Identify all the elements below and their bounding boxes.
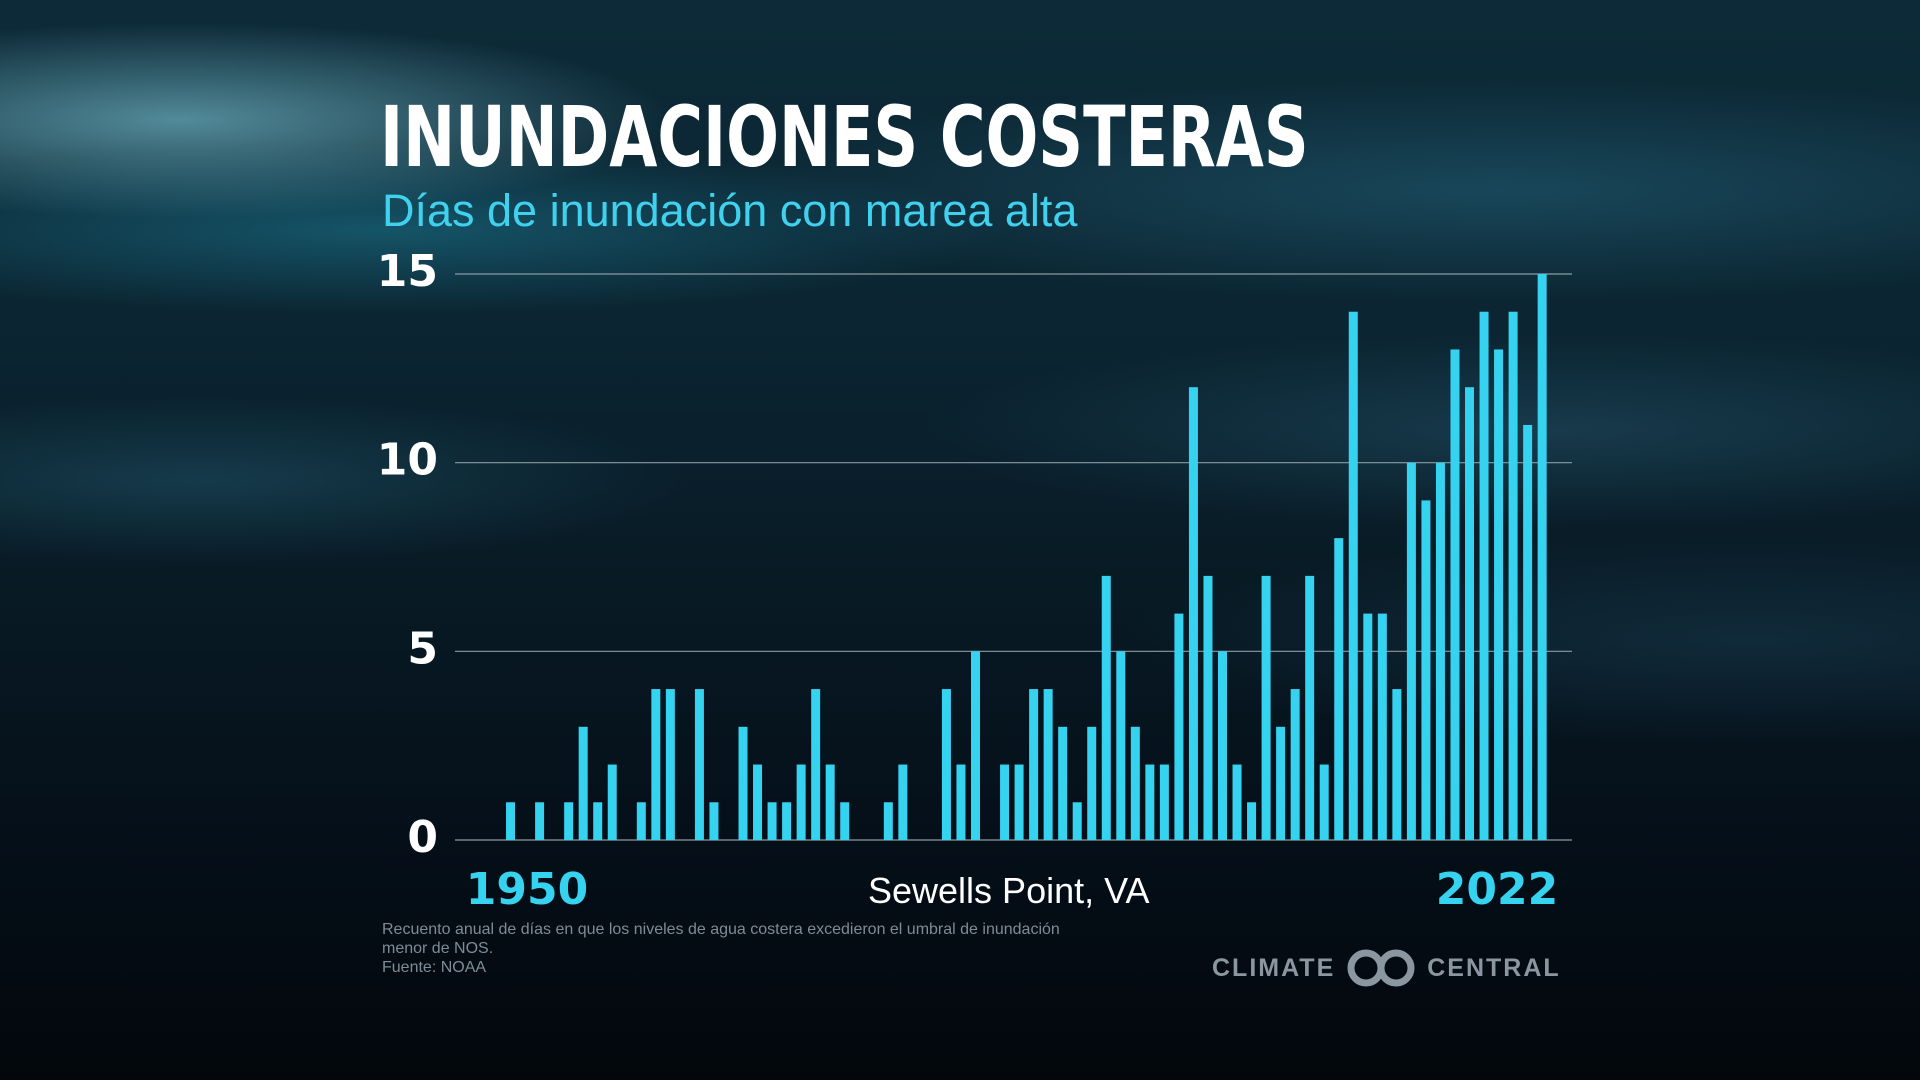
y-tick-label: 10 [377,435,438,486]
bars [506,274,1547,840]
bar-1962 [665,689,675,840]
bar-1995 [1145,764,1155,840]
bar-2012 [1392,689,1402,840]
bar-1972 [811,689,821,840]
bar-2016 [1450,349,1460,840]
bar-2021 [1523,424,1533,840]
bar-2000 [1218,651,1227,840]
bar-2014 [1421,500,1431,840]
bar-2006 [1305,575,1315,840]
bar-1993 [1116,651,1126,840]
bar-1996 [1159,764,1169,840]
bar-1957 [593,802,603,840]
bar-2011 [1377,613,1387,840]
bar-1999 [1203,575,1213,840]
bar-2015 [1435,462,1445,840]
y-tick-label: 5 [407,623,438,674]
footnote-line-2: menor de NOS. [382,940,494,957]
bar-1983 [970,651,980,840]
y-tick-labels: 0 5 10 15 [377,246,438,863]
bar-2003 [1261,575,1271,840]
bar-1977 [883,802,893,840]
chart-subtitle: Días de inundación con marea alta [382,185,1078,236]
bar-1951 [506,802,516,840]
bar-1986 [1014,764,1024,840]
bar-1956 [578,726,588,840]
bar-1965 [709,802,719,840]
bar-2005 [1290,689,1300,840]
bar-1974 [840,802,850,840]
bar-1958 [607,764,617,840]
gridlines [455,273,1572,841]
bar-2008 [1334,538,1344,840]
bar-1964 [694,689,704,840]
bar-1973 [825,764,835,840]
bar-1953 [535,802,545,840]
bar-1992 [1101,575,1111,840]
bar-1990 [1072,802,1082,840]
infinity-rings-icon [1347,949,1415,987]
bar-2018 [1479,311,1489,840]
bar-1955 [564,802,574,840]
bar-1991 [1087,726,1097,840]
footnote-source: Fuente: NOAA [382,959,487,976]
x-tick-labels: 1950 2022 [466,864,1558,915]
bar-2007 [1319,764,1329,840]
footnote-line-1: Recuento anual de días en que los nivele… [382,921,1060,938]
bar-2022 [1537,274,1547,840]
footnote: Recuento anual de días en que los nivele… [382,920,1142,977]
logo-text-left: CLIMATE [1212,953,1336,982]
x-tick-label: 1950 [466,864,588,915]
bar-1970 [782,802,792,840]
y-tick-label: 15 [377,246,438,297]
bar-1967 [738,726,748,840]
bar-1961 [651,689,661,840]
bar-1985 [1000,764,1010,840]
bar-1981 [941,689,951,840]
bar-1997 [1174,613,1184,840]
bar-1998 [1188,387,1198,840]
bar-2013 [1406,462,1416,840]
climate-central-logo: CLIMATE CENTRAL [1212,946,1561,990]
logo-text-right: CENTRAL [1427,953,1561,982]
bar-1989 [1058,726,1068,840]
bar-1988 [1043,689,1053,840]
chart-title: INUNDACIONES COSTERAS [380,88,1309,186]
bar-2004 [1276,726,1286,840]
bar-2017 [1465,387,1475,840]
bar-1969 [767,802,777,840]
bar-2002 [1247,802,1257,840]
bar-2020 [1508,311,1518,840]
y-tick-label: 0 [407,812,438,863]
bar-1994 [1130,726,1140,840]
bar-1960 [636,802,646,840]
bar-2009 [1348,311,1358,840]
bar-1971 [796,764,806,840]
bar-2001 [1232,764,1242,840]
bar-1968 [753,764,763,840]
station-label: Sewells Point, VA [868,870,1150,911]
bar-1987 [1029,689,1039,840]
bar-1978 [898,764,908,840]
bar-1982 [956,764,966,840]
x-tick-label: 2022 [1436,864,1558,915]
bar-2019 [1494,349,1504,840]
bar-2010 [1363,613,1373,840]
